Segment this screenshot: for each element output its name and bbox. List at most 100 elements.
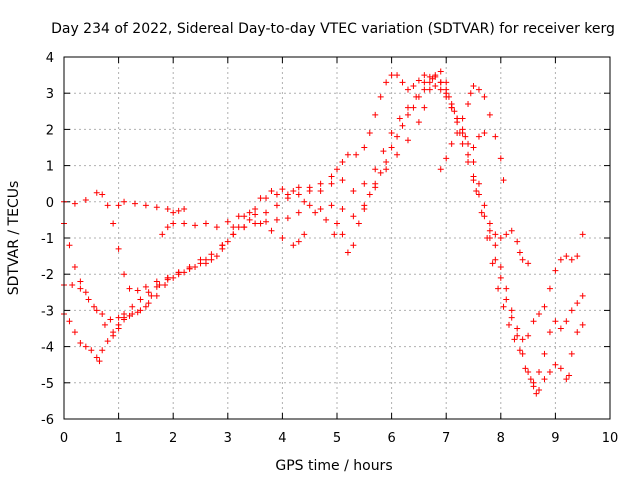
- data-point: [516, 249, 523, 256]
- data-point: [213, 224, 220, 231]
- data-point: [579, 292, 586, 299]
- data-point: [224, 218, 231, 225]
- data-point: [126, 285, 133, 292]
- data-point: [252, 220, 259, 227]
- y-tick-label: -1: [41, 232, 54, 247]
- data-point: [541, 350, 548, 357]
- data-point: [181, 269, 188, 276]
- data-point: [372, 166, 379, 173]
- data-point: [459, 140, 466, 147]
- data-point: [481, 202, 488, 209]
- x-axis-label: GPS time / hours: [275, 458, 392, 474]
- data-point: [415, 119, 422, 126]
- data-point: [404, 104, 411, 111]
- data-point: [574, 329, 581, 336]
- data-point: [557, 365, 564, 372]
- data-point: [126, 312, 133, 319]
- data-point: [344, 151, 351, 158]
- data-point: [252, 206, 259, 213]
- data-point: [465, 101, 472, 108]
- data-point: [121, 316, 128, 323]
- data-point: [263, 209, 270, 216]
- y-tick-label: 1: [46, 160, 54, 175]
- data-point: [71, 329, 78, 336]
- x-tick-label: 7: [442, 431, 450, 446]
- data-point: [241, 224, 248, 231]
- data-point: [268, 187, 275, 194]
- series-track-2: [61, 82, 586, 343]
- data-point: [530, 318, 537, 325]
- data-point: [339, 158, 346, 165]
- data-point: [331, 231, 338, 238]
- series-track-6: [159, 213, 308, 249]
- data-point: [317, 206, 324, 213]
- data-point: [328, 173, 335, 180]
- data-point: [495, 285, 502, 292]
- data-point: [162, 282, 169, 289]
- data-point: [230, 231, 237, 238]
- data-point: [257, 195, 264, 202]
- data-point: [164, 224, 171, 231]
- data-point: [246, 209, 253, 216]
- data-point: [339, 206, 346, 213]
- data-point: [317, 180, 324, 187]
- data-point: [525, 368, 532, 375]
- data-point: [465, 151, 472, 158]
- data-point: [516, 347, 523, 354]
- data-point: [353, 151, 360, 158]
- data-point: [115, 245, 122, 252]
- data-point: [383, 166, 390, 173]
- data-point: [519, 350, 526, 357]
- data-point: [481, 213, 488, 220]
- data-point: [454, 130, 461, 137]
- data-point: [339, 177, 346, 184]
- data-point: [88, 347, 95, 354]
- data-point: [536, 387, 543, 394]
- data-point: [486, 227, 493, 234]
- data-point: [372, 111, 379, 118]
- data-point: [566, 372, 573, 379]
- y-tick-label: -3: [41, 304, 54, 319]
- data-point: [497, 155, 504, 162]
- data-point: [505, 321, 512, 328]
- data-point: [175, 207, 182, 214]
- data-point: [328, 180, 335, 187]
- data-point: [421, 79, 428, 86]
- y-tick-label: -2: [41, 268, 54, 283]
- data-point: [82, 196, 89, 203]
- y-tick-label: 4: [46, 51, 54, 66]
- data-point: [186, 265, 193, 272]
- data-point: [301, 198, 308, 205]
- data-point: [443, 86, 450, 93]
- x-tick-label: 4: [278, 431, 286, 446]
- data-point: [475, 180, 482, 187]
- data-point: [388, 144, 395, 151]
- series-track-5: [115, 198, 188, 216]
- data-point: [383, 79, 390, 86]
- data-point: [115, 321, 122, 328]
- data-point: [475, 191, 482, 198]
- data-point: [437, 68, 444, 75]
- data-point: [279, 186, 286, 193]
- data-point: [500, 303, 507, 310]
- data-point: [475, 133, 482, 140]
- data-point: [96, 358, 103, 365]
- data-point: [295, 209, 302, 216]
- data-point: [486, 220, 493, 227]
- data-point: [396, 115, 403, 122]
- data-point: [66, 242, 73, 249]
- data-point: [208, 251, 215, 258]
- y-tick-label: 0: [46, 196, 54, 211]
- data-point: [66, 318, 73, 325]
- data-point: [530, 379, 537, 386]
- data-point: [77, 278, 84, 285]
- data-point: [93, 307, 100, 314]
- data-point: [514, 332, 521, 339]
- data-point: [546, 329, 553, 336]
- data-point: [541, 376, 548, 383]
- data-point: [536, 368, 543, 375]
- data-point: [101, 321, 108, 328]
- data-point: [115, 202, 122, 209]
- data-point: [410, 104, 417, 111]
- data-point: [372, 180, 379, 187]
